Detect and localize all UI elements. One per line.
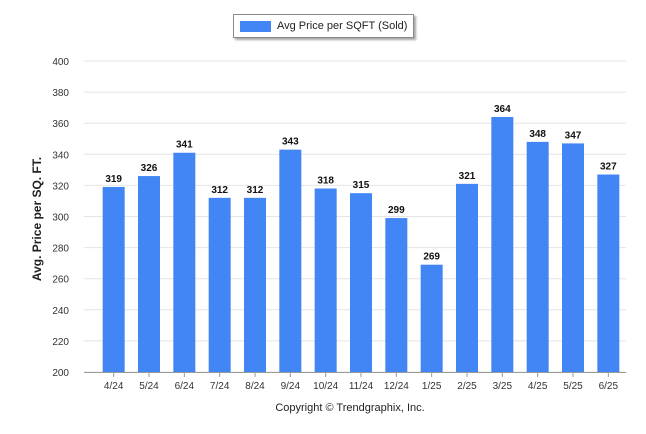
x-tick-label: 7/24: [210, 381, 230, 392]
y-tick-label: 340: [52, 150, 69, 161]
bar: [491, 116, 514, 372]
data-label: 318: [317, 176, 334, 187]
x-tick-label: 11/24: [349, 381, 374, 392]
data-label: 347: [565, 130, 582, 141]
y-tick-label: 240: [52, 306, 69, 317]
x-tick-label: 12/24: [384, 381, 409, 392]
copyright-text: Copyright © Trendgraphix, Inc.: [275, 402, 425, 414]
x-tick-label: 6/25: [599, 381, 619, 392]
data-label: 326: [141, 163, 158, 174]
x-tick-label: 5/24: [139, 381, 159, 392]
data-label: 343: [282, 137, 299, 148]
y-tick-label: 320: [52, 181, 69, 192]
data-label: 348: [529, 129, 546, 140]
data-label: 364: [494, 104, 511, 115]
data-label: 269: [423, 252, 440, 263]
x-tick-label: 4/25: [528, 381, 548, 392]
y-tick-label: 300: [52, 213, 69, 224]
bar: [456, 183, 478, 372]
x-tick-label: 8/24: [245, 381, 265, 392]
y-tick-label: 360: [52, 119, 69, 130]
x-tick-label: 1/25: [422, 381, 442, 392]
y-tick-label: 400: [52, 57, 69, 68]
data-label: 312: [247, 185, 264, 196]
x-tick-label: 10/24: [313, 381, 338, 392]
legend-label: Avg Price per SQFT (Sold): [277, 20, 408, 32]
legend-swatch: [240, 20, 271, 32]
chart-legend: Avg Price per SQFT (Sold): [233, 14, 414, 38]
data-label: 299: [388, 205, 405, 216]
bar: [244, 197, 266, 372]
bar: [138, 176, 160, 372]
bar: [385, 218, 408, 372]
bar: [173, 152, 196, 372]
y-tick-label: 260: [52, 275, 69, 286]
data-label: 319: [105, 174, 122, 185]
y-tick-label: 200: [52, 368, 69, 379]
bar: [562, 143, 584, 372]
y-tick-label: 280: [52, 244, 69, 255]
bar: [420, 264, 443, 372]
data-label: 321: [459, 171, 476, 182]
y-tick-label: 380: [52, 88, 69, 99]
bar: [597, 174, 620, 372]
x-tick-label: 4/24: [104, 381, 124, 392]
bar: [279, 149, 302, 372]
data-label: 312: [211, 185, 228, 196]
y-axis-title: Avg. Price per SQ. FT.: [30, 156, 44, 282]
bar: [208, 197, 231, 372]
data-label: 341: [176, 140, 193, 151]
x-tick-label: 2/25: [457, 381, 477, 392]
x-tick-label: 3/25: [493, 381, 513, 392]
x-tick-label: 6/24: [175, 381, 195, 392]
bar: [314, 188, 337, 372]
bar: [102, 186, 125, 372]
data-label: 315: [353, 180, 370, 191]
x-tick-label: 5/25: [563, 381, 583, 392]
y-tick-label: 220: [52, 337, 69, 348]
bar: [526, 141, 549, 372]
bar: [350, 193, 372, 372]
x-tick-label: 9/24: [281, 381, 301, 392]
data-label: 327: [600, 162, 617, 173]
